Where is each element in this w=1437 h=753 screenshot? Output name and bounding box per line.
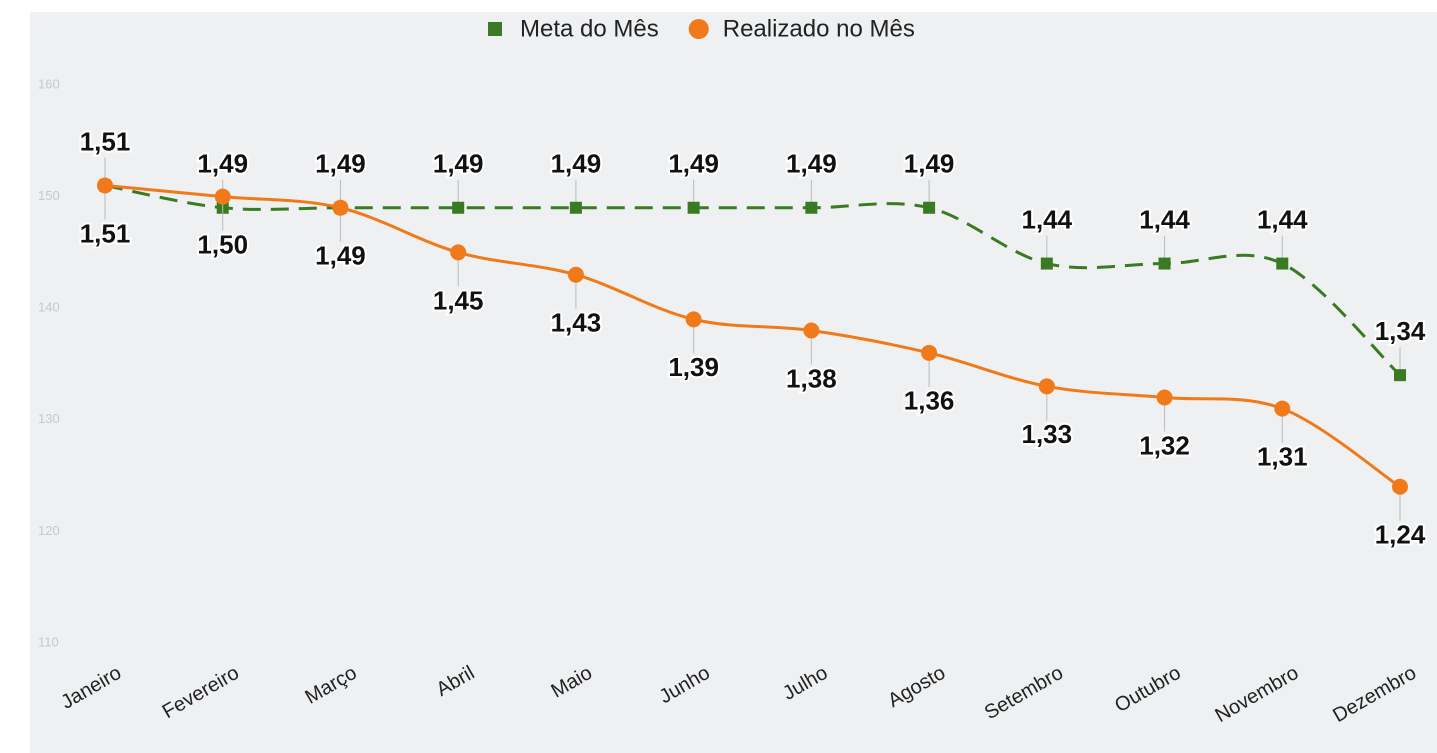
point bbox=[1158, 257, 1171, 270]
data-label: 1,24 bbox=[1375, 520, 1426, 550]
point bbox=[214, 188, 231, 205]
y-tick-label: 130 bbox=[38, 411, 60, 426]
point bbox=[1276, 257, 1289, 270]
data-label: 1,31 bbox=[1257, 442, 1308, 472]
point bbox=[1394, 369, 1406, 382]
point bbox=[923, 201, 936, 214]
data-label: 1,49 bbox=[433, 149, 484, 179]
point bbox=[1040, 257, 1053, 270]
point bbox=[803, 322, 820, 339]
point bbox=[921, 344, 938, 361]
data-label: 1,49 bbox=[315, 241, 366, 271]
point bbox=[685, 311, 702, 328]
legend-marker bbox=[688, 19, 709, 39]
data-label: 1,39 bbox=[668, 352, 719, 382]
data-label: 1,49 bbox=[786, 149, 837, 179]
data-label: 1,50 bbox=[197, 229, 248, 259]
y-tick-label: 140 bbox=[38, 300, 60, 315]
point bbox=[569, 201, 582, 214]
data-label: 1,32 bbox=[1139, 430, 1190, 460]
data-label: 1,51 bbox=[80, 126, 131, 156]
data-label: 1,34 bbox=[1375, 316, 1426, 346]
legend-label: Meta do Mês bbox=[520, 15, 659, 42]
data-label: 1,45 bbox=[433, 285, 484, 315]
point bbox=[452, 201, 465, 214]
data-label: 1,49 bbox=[315, 149, 366, 179]
legend-label: Realizado no Mês bbox=[723, 15, 915, 42]
y-tick-label: 120 bbox=[38, 523, 60, 538]
point bbox=[1038, 378, 1055, 395]
y-tick-label: 110 bbox=[38, 634, 59, 649]
point bbox=[567, 266, 584, 283]
point bbox=[805, 201, 818, 214]
background bbox=[30, 12, 1437, 753]
data-label: 1,36 bbox=[904, 386, 955, 416]
point bbox=[1392, 478, 1408, 495]
data-label: 1,44 bbox=[1139, 204, 1190, 234]
point bbox=[1274, 400, 1291, 417]
data-label: 1,49 bbox=[904, 149, 955, 179]
y-tick-label: 160 bbox=[38, 76, 60, 91]
data-label: 1,49 bbox=[668, 149, 719, 179]
point bbox=[450, 244, 467, 261]
data-label: 1,33 bbox=[1022, 419, 1073, 449]
data-label: 1,49 bbox=[197, 149, 248, 179]
data-label: 1,38 bbox=[786, 363, 837, 393]
point bbox=[687, 201, 700, 214]
data-label: 1,49 bbox=[551, 149, 602, 179]
y-tick-label: 150 bbox=[38, 188, 60, 203]
point bbox=[97, 177, 113, 194]
legend-marker bbox=[488, 22, 502, 36]
data-label: 1,44 bbox=[1257, 204, 1308, 234]
point bbox=[332, 199, 349, 216]
data-label: 1,44 bbox=[1022, 204, 1073, 234]
data-label: 1,51 bbox=[80, 218, 131, 248]
point bbox=[1156, 389, 1173, 406]
data-label: 1,43 bbox=[551, 308, 602, 338]
